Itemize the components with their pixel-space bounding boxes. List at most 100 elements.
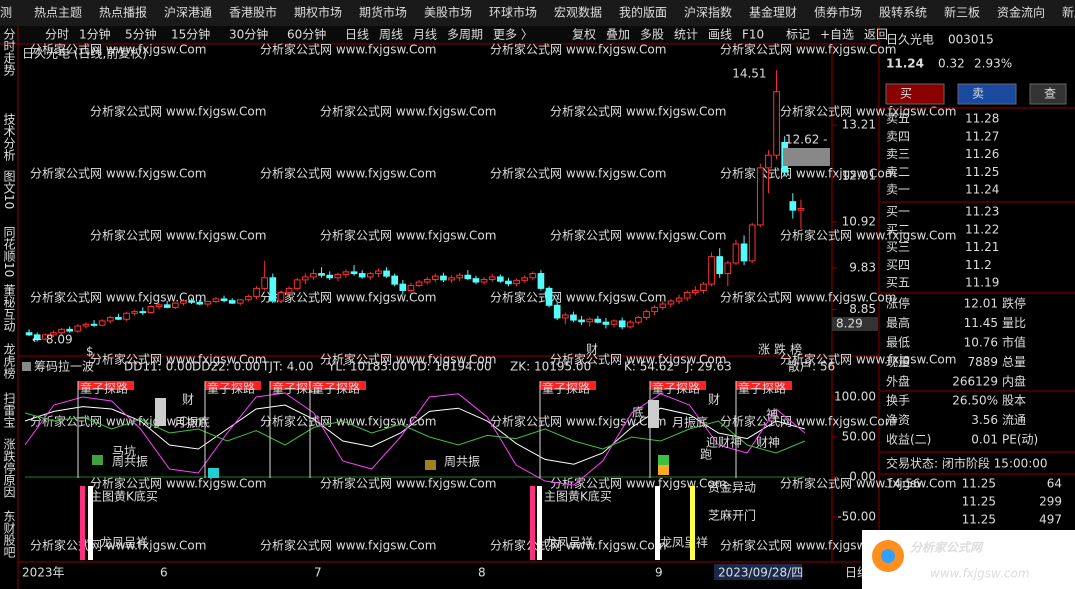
candle-body — [626, 321, 634, 328]
candle-body — [25, 332, 33, 336]
tool-button[interactable]: F10 — [742, 28, 764, 42]
watermark: 分析家公式网 www.fxjgsw.Com — [720, 538, 896, 553]
menu-item[interactable]: 新股IPO — [1062, 5, 1075, 20]
signal-label: 神 — [766, 408, 778, 422]
menu-item[interactable]: 资金流向 — [997, 5, 1045, 20]
stat-label: 股本 — [1002, 394, 1026, 408]
trade-button-bg[interactable] — [1029, 83, 1067, 105]
ask-price: 11.26 — [965, 147, 999, 161]
side-tab[interactable]: 董秘互动 — [2, 284, 16, 332]
candle-body — [618, 320, 626, 328]
candle-body — [431, 275, 439, 280]
candle-body — [732, 243, 740, 264]
menu-item[interactable]: 期货市场 — [359, 5, 407, 20]
menu-item[interactable]: 环球市场 — [489, 5, 537, 20]
tag-bg — [310, 381, 366, 390]
candle-body — [41, 334, 49, 340]
tool-button[interactable]: 多股 — [640, 28, 664, 42]
signal-bar — [655, 486, 660, 560]
candle-body — [423, 278, 431, 283]
period-button[interactable]: 分时 — [45, 28, 69, 42]
candle-body — [220, 298, 228, 302]
ask-price: 11.28 — [965, 112, 999, 126]
candle-body — [212, 298, 220, 302]
period-button[interactable]: 30分钟 — [229, 27, 268, 42]
signal-block — [648, 400, 659, 428]
signal-label: 周共振 — [112, 455, 148, 469]
candle-body — [765, 154, 772, 169]
tool-button[interactable]: 统计 — [674, 28, 698, 42]
menu-item[interactable]: 测 — [0, 6, 12, 20]
side-tab[interactable]: 技术分析 — [2, 113, 16, 162]
side-tab[interactable]: 图文10 — [2, 170, 16, 209]
signal-label: 财神 — [756, 436, 780, 450]
trade-button[interactable]: 查 — [1044, 87, 1056, 101]
tool-button[interactable]: 返回 — [864, 28, 888, 42]
period-button[interactable]: 15分钟 — [171, 27, 210, 42]
menu-item[interactable]: 基金理财 — [749, 5, 797, 20]
x-tick-label: 8 — [478, 566, 486, 580]
menu-item[interactable]: 沪深港通 — [164, 6, 212, 20]
trade-button[interactable]: 买 — [900, 87, 912, 101]
side-tab[interactable]: 分时走势 — [2, 28, 16, 76]
tool-button[interactable]: 叠加 — [606, 28, 630, 42]
menu-item[interactable]: 股转系统 — [879, 5, 927, 20]
signal-label: 龙凤呈祥 — [545, 536, 593, 550]
menu-item[interactable]: 美股市场 — [424, 5, 472, 20]
menu-item[interactable]: 香港股市 — [229, 5, 277, 20]
side-tab[interactable]: 东财股吧 — [2, 510, 16, 558]
trade-button-bg[interactable] — [957, 83, 1017, 105]
menu-item[interactable]: 宏观数据 — [554, 5, 602, 20]
signal-label: 马坑 — [112, 444, 136, 459]
candle-body — [383, 270, 390, 277]
menu-item[interactable]: 我的版面 — [619, 5, 667, 20]
period-button[interactable]: 月线 — [413, 28, 437, 42]
menu-item[interactable]: 热点播报 — [99, 5, 147, 20]
menu-item[interactable]: 债券市场 — [814, 5, 862, 20]
side-tab[interactable]: 龙虎榜 — [2, 343, 16, 380]
menu-item[interactable]: 新三板 — [944, 5, 980, 20]
period-button[interactable]: 5分钟 — [125, 27, 157, 42]
tool-button[interactable]: 标记 — [786, 28, 810, 42]
tool-button[interactable]: 画线 — [708, 28, 732, 42]
signal-tag: 童子探路 — [738, 381, 786, 396]
period-button[interactable]: 60分钟 — [287, 27, 326, 42]
side-tab[interactable]: 涨跌停原因 — [2, 437, 16, 498]
stat-label: 总量 — [1002, 355, 1026, 369]
last-price: 11.24 — [886, 57, 924, 71]
menu-item[interactable]: 沪深指数 — [684, 5, 732, 20]
candle-body — [293, 279, 301, 289]
menu-item[interactable]: 期权市场 — [294, 5, 342, 20]
tool-button[interactable]: 复权 — [572, 28, 596, 42]
side-tab[interactable]: 同花顺10 — [2, 226, 16, 277]
indicator-readout: TJT: 4.00 — [261, 360, 313, 374]
candle-body — [285, 287, 293, 294]
indicator-readout: YL: 10183.00 — [327, 360, 407, 374]
signal-label: 月振底 — [672, 415, 708, 430]
signal-label: 迎财神 — [706, 436, 742, 450]
watermark: 分析家公式网 www.fxjgsw.Com — [720, 166, 896, 181]
trade-button[interactable]: 卖 — [972, 87, 984, 101]
candle-body — [33, 334, 41, 340]
watermark: 分析家公式网 www.fxjgsw.Com — [260, 42, 436, 57]
tool-button[interactable]: +自选 — [820, 28, 854, 42]
menu-item[interactable]: 热点主题 — [34, 6, 82, 20]
period-button[interactable]: 1分钟 — [79, 27, 111, 42]
trade-status: 交易状态: 闭市阶段 15:00:00 — [886, 456, 1048, 471]
tag-bg — [78, 381, 134, 390]
candle-body — [350, 271, 358, 275]
period-button[interactable]: 更多 〉 — [493, 28, 533, 42]
stat-label: 最低 — [886, 336, 910, 350]
stat-label: 换手 — [886, 394, 910, 408]
candle-body — [472, 278, 480, 283]
side-tab[interactable]: 扫雷宝 — [2, 392, 16, 428]
signal-label: 龙凤呈祥 — [100, 536, 148, 550]
price-tag-bg — [832, 317, 878, 331]
period-button[interactable]: 周线 — [379, 28, 403, 42]
indicator-readout: ZK: 10195.00 — [510, 360, 591, 374]
period-button[interactable]: 日线 — [345, 28, 369, 42]
signal-label: 财 — [182, 393, 194, 407]
trade-button-bg[interactable] — [885, 83, 945, 105]
period-button[interactable]: 多周期 — [447, 28, 483, 42]
signal-tag: 童子探路 — [207, 381, 255, 396]
